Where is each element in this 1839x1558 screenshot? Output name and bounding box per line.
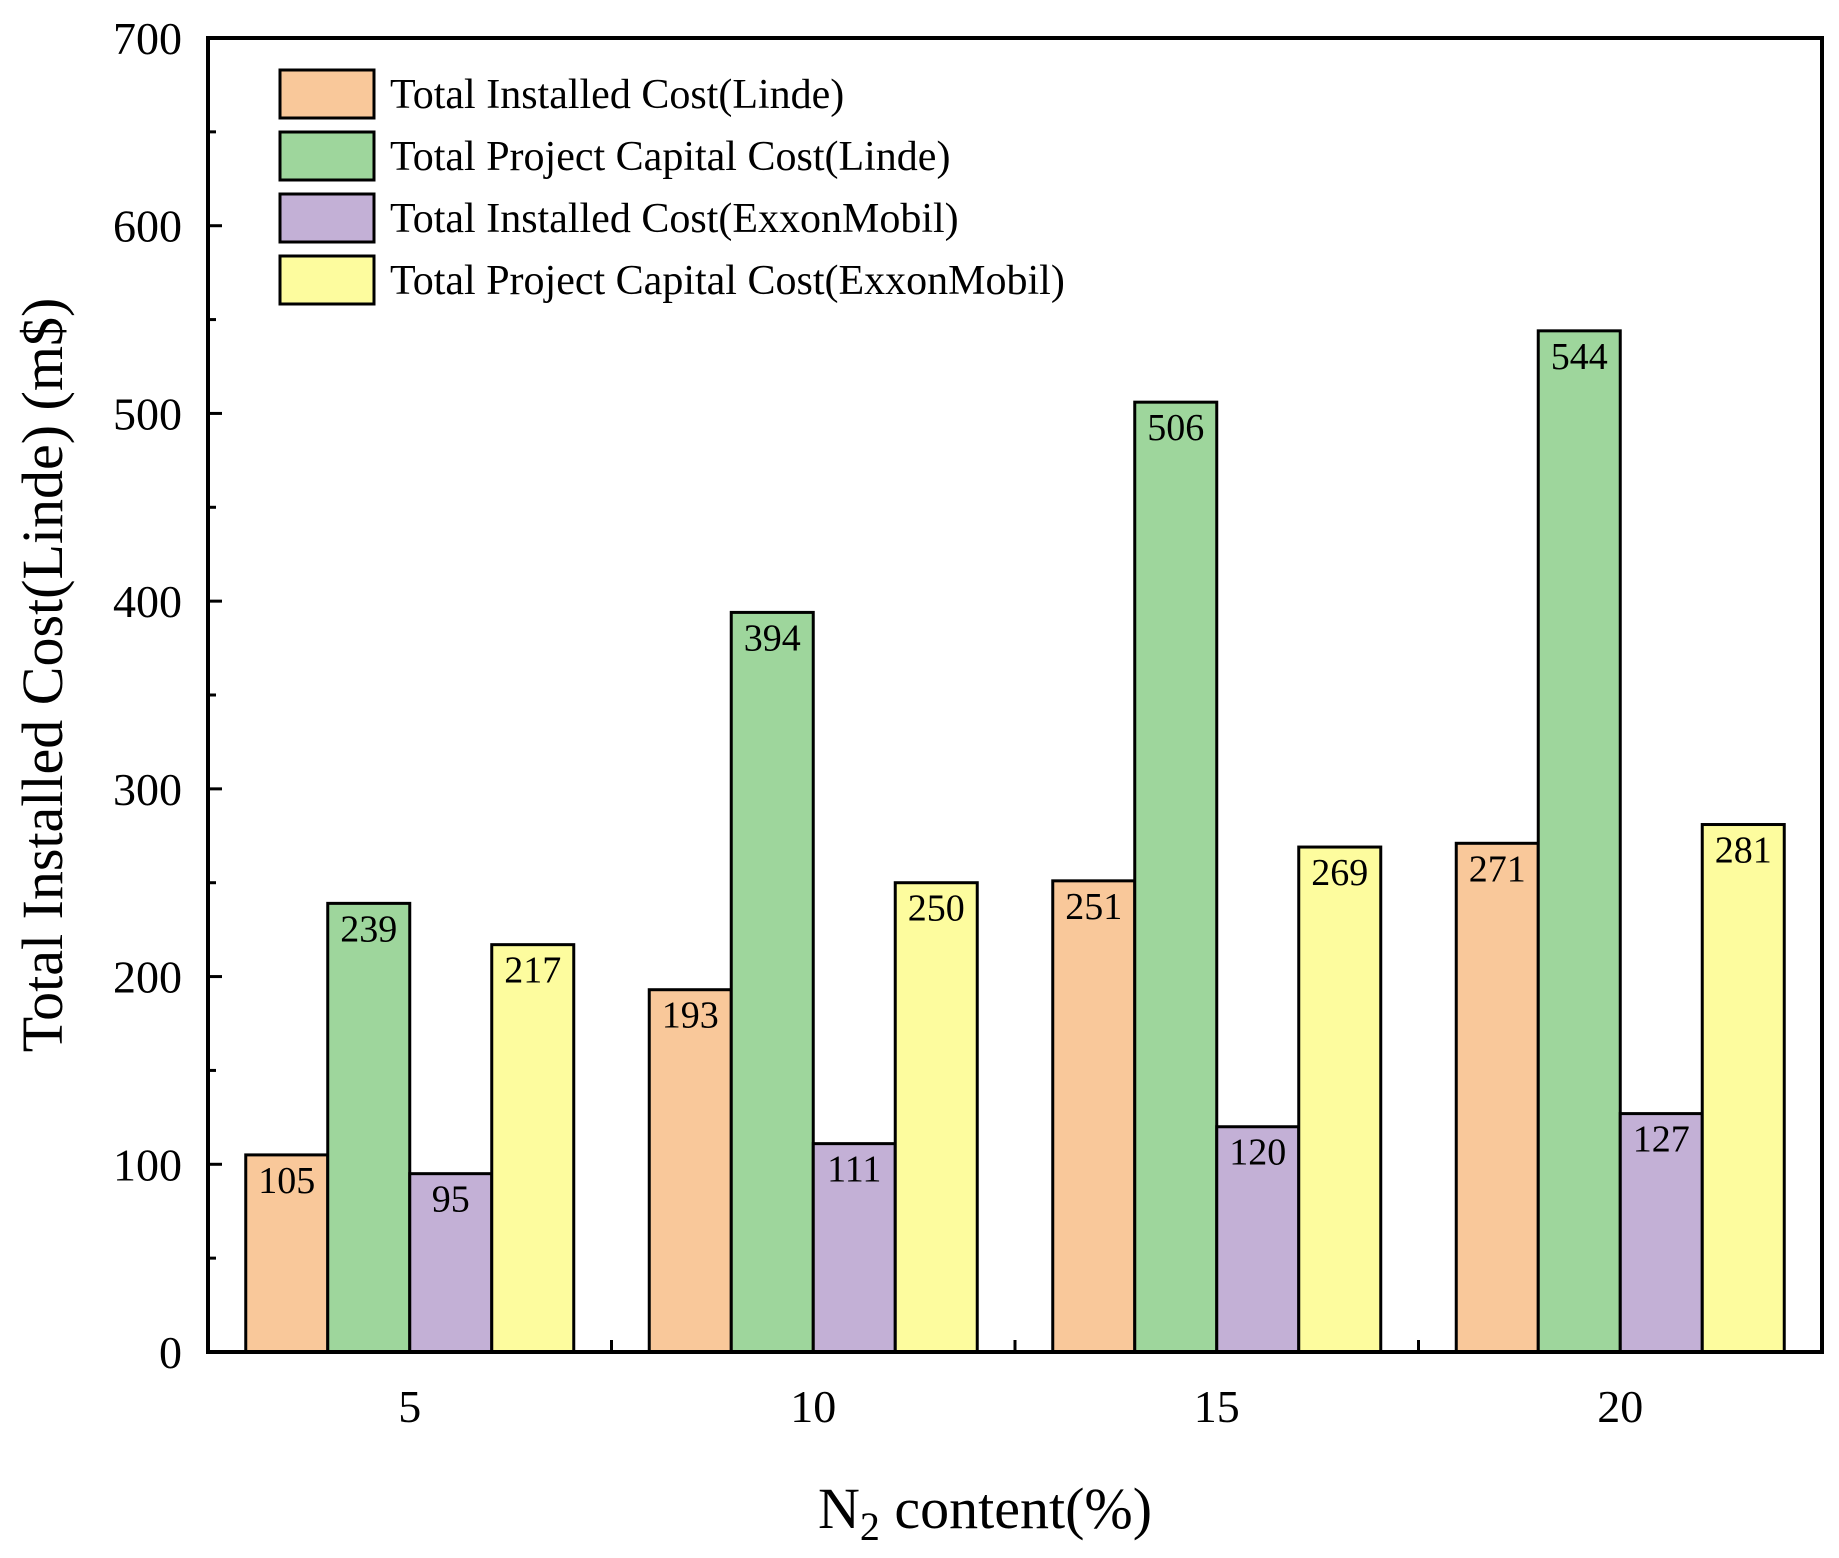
data-label-series-2-cat-15: 506 — [1147, 407, 1204, 449]
bar-series-4-cat-15 — [1297, 845, 1383, 1354]
legend-swatch-series-4 — [278, 254, 376, 306]
data-label-series-3-cat-10: 111 — [827, 1149, 881, 1191]
legend-swatch-series-2 — [278, 130, 376, 182]
bar-series-3-cat-5 — [408, 1172, 494, 1354]
bar-series-1-cat-10 — [647, 988, 733, 1354]
bar-series-4-cat-20 — [1700, 823, 1786, 1354]
data-label-series-2-cat-5: 239 — [340, 908, 397, 950]
legend-label-series-4: Total Project Capital Cost(ExxonMobil) — [390, 258, 1065, 304]
legend-swatch-series-3 — [278, 192, 376, 244]
x-axis-title-main: N — [818, 1476, 860, 1541]
data-label-series-2-cat-10: 394 — [744, 617, 801, 659]
x-axis-title: N2 content(%) — [818, 1476, 1152, 1549]
legend: Total Installed Cost(Linde) Total Project… — [278, 68, 1065, 306]
x-tick-label: 20 — [1597, 1381, 1643, 1432]
y-tick-label: 0 — [159, 1327, 182, 1378]
data-label-series-4-cat-20: 281 — [1715, 830, 1772, 872]
data-label-series-3-cat-20: 127 — [1633, 1119, 1690, 1161]
y-axis-title: Total Installed Cost(Linde) (m$) — [10, 298, 75, 1053]
data-label-series-3-cat-15: 120 — [1229, 1132, 1286, 1174]
y-tick-label: 400 — [113, 576, 182, 627]
x-axis-title-rest: content(%) — [880, 1476, 1152, 1541]
data-labels-layer: 105 239 95 217 193 394 111 250 251 506 120 269 271 54… — [258, 336, 1772, 1221]
data-label-series-4-cat-15: 269 — [1311, 852, 1368, 894]
y-tick-label: 200 — [113, 952, 182, 1003]
bar-series-1-cat-20 — [1454, 841, 1540, 1354]
bar-series-4-cat-5 — [490, 943, 576, 1354]
bar-series-2-cat-15 — [1133, 400, 1219, 1354]
legend-label-series-3: Total Installed Cost(ExxonMobil) — [390, 196, 959, 242]
bars-layer — [244, 329, 1786, 1354]
y-axis: 0 100 200 300 400 500 600 700 — [113, 13, 222, 1378]
bar-series-2-cat-10 — [729, 610, 815, 1354]
data-label-series-1-cat-20: 271 — [1469, 848, 1526, 890]
y-tick-label: 100 — [113, 1139, 182, 1190]
bar-series-2-cat-20 — [1536, 329, 1622, 1354]
x-tick-label: 15 — [1194, 1381, 1240, 1432]
bar-series-1-cat-15 — [1051, 879, 1137, 1354]
x-tick-label: 10 — [790, 1381, 836, 1432]
data-label-series-1-cat-15: 251 — [1065, 886, 1122, 928]
data-label-series-1-cat-10: 193 — [662, 995, 719, 1037]
data-label-series-4-cat-10: 250 — [908, 888, 965, 930]
bar-series-2-cat-5 — [326, 901, 412, 1354]
data-label-series-1-cat-5: 105 — [258, 1160, 315, 1202]
y-tick-label: 300 — [113, 764, 182, 815]
legend-label-series-1: Total Installed Cost(Linde) — [390, 72, 844, 118]
x-tick-label: 5 — [398, 1381, 421, 1432]
y-tick-label: 600 — [113, 201, 182, 252]
data-label-series-2-cat-20: 544 — [1551, 336, 1608, 378]
legend-swatch-series-1 — [278, 68, 376, 120]
x-axis: 5 10 15 20 — [398, 1340, 1643, 1432]
data-label-series-3-cat-5: 95 — [432, 1179, 470, 1221]
y-tick-label: 700 — [113, 13, 182, 64]
bar-series-1-cat-5 — [244, 1153, 330, 1354]
x-axis-title-subscript: 2 — [860, 1504, 880, 1549]
legend-label-series-2: Total Project Capital Cost(Linde) — [390, 134, 950, 180]
y-tick-label: 500 — [113, 388, 182, 439]
data-label-series-4-cat-5: 217 — [504, 950, 561, 992]
bar-series-4-cat-10 — [893, 881, 979, 1354]
